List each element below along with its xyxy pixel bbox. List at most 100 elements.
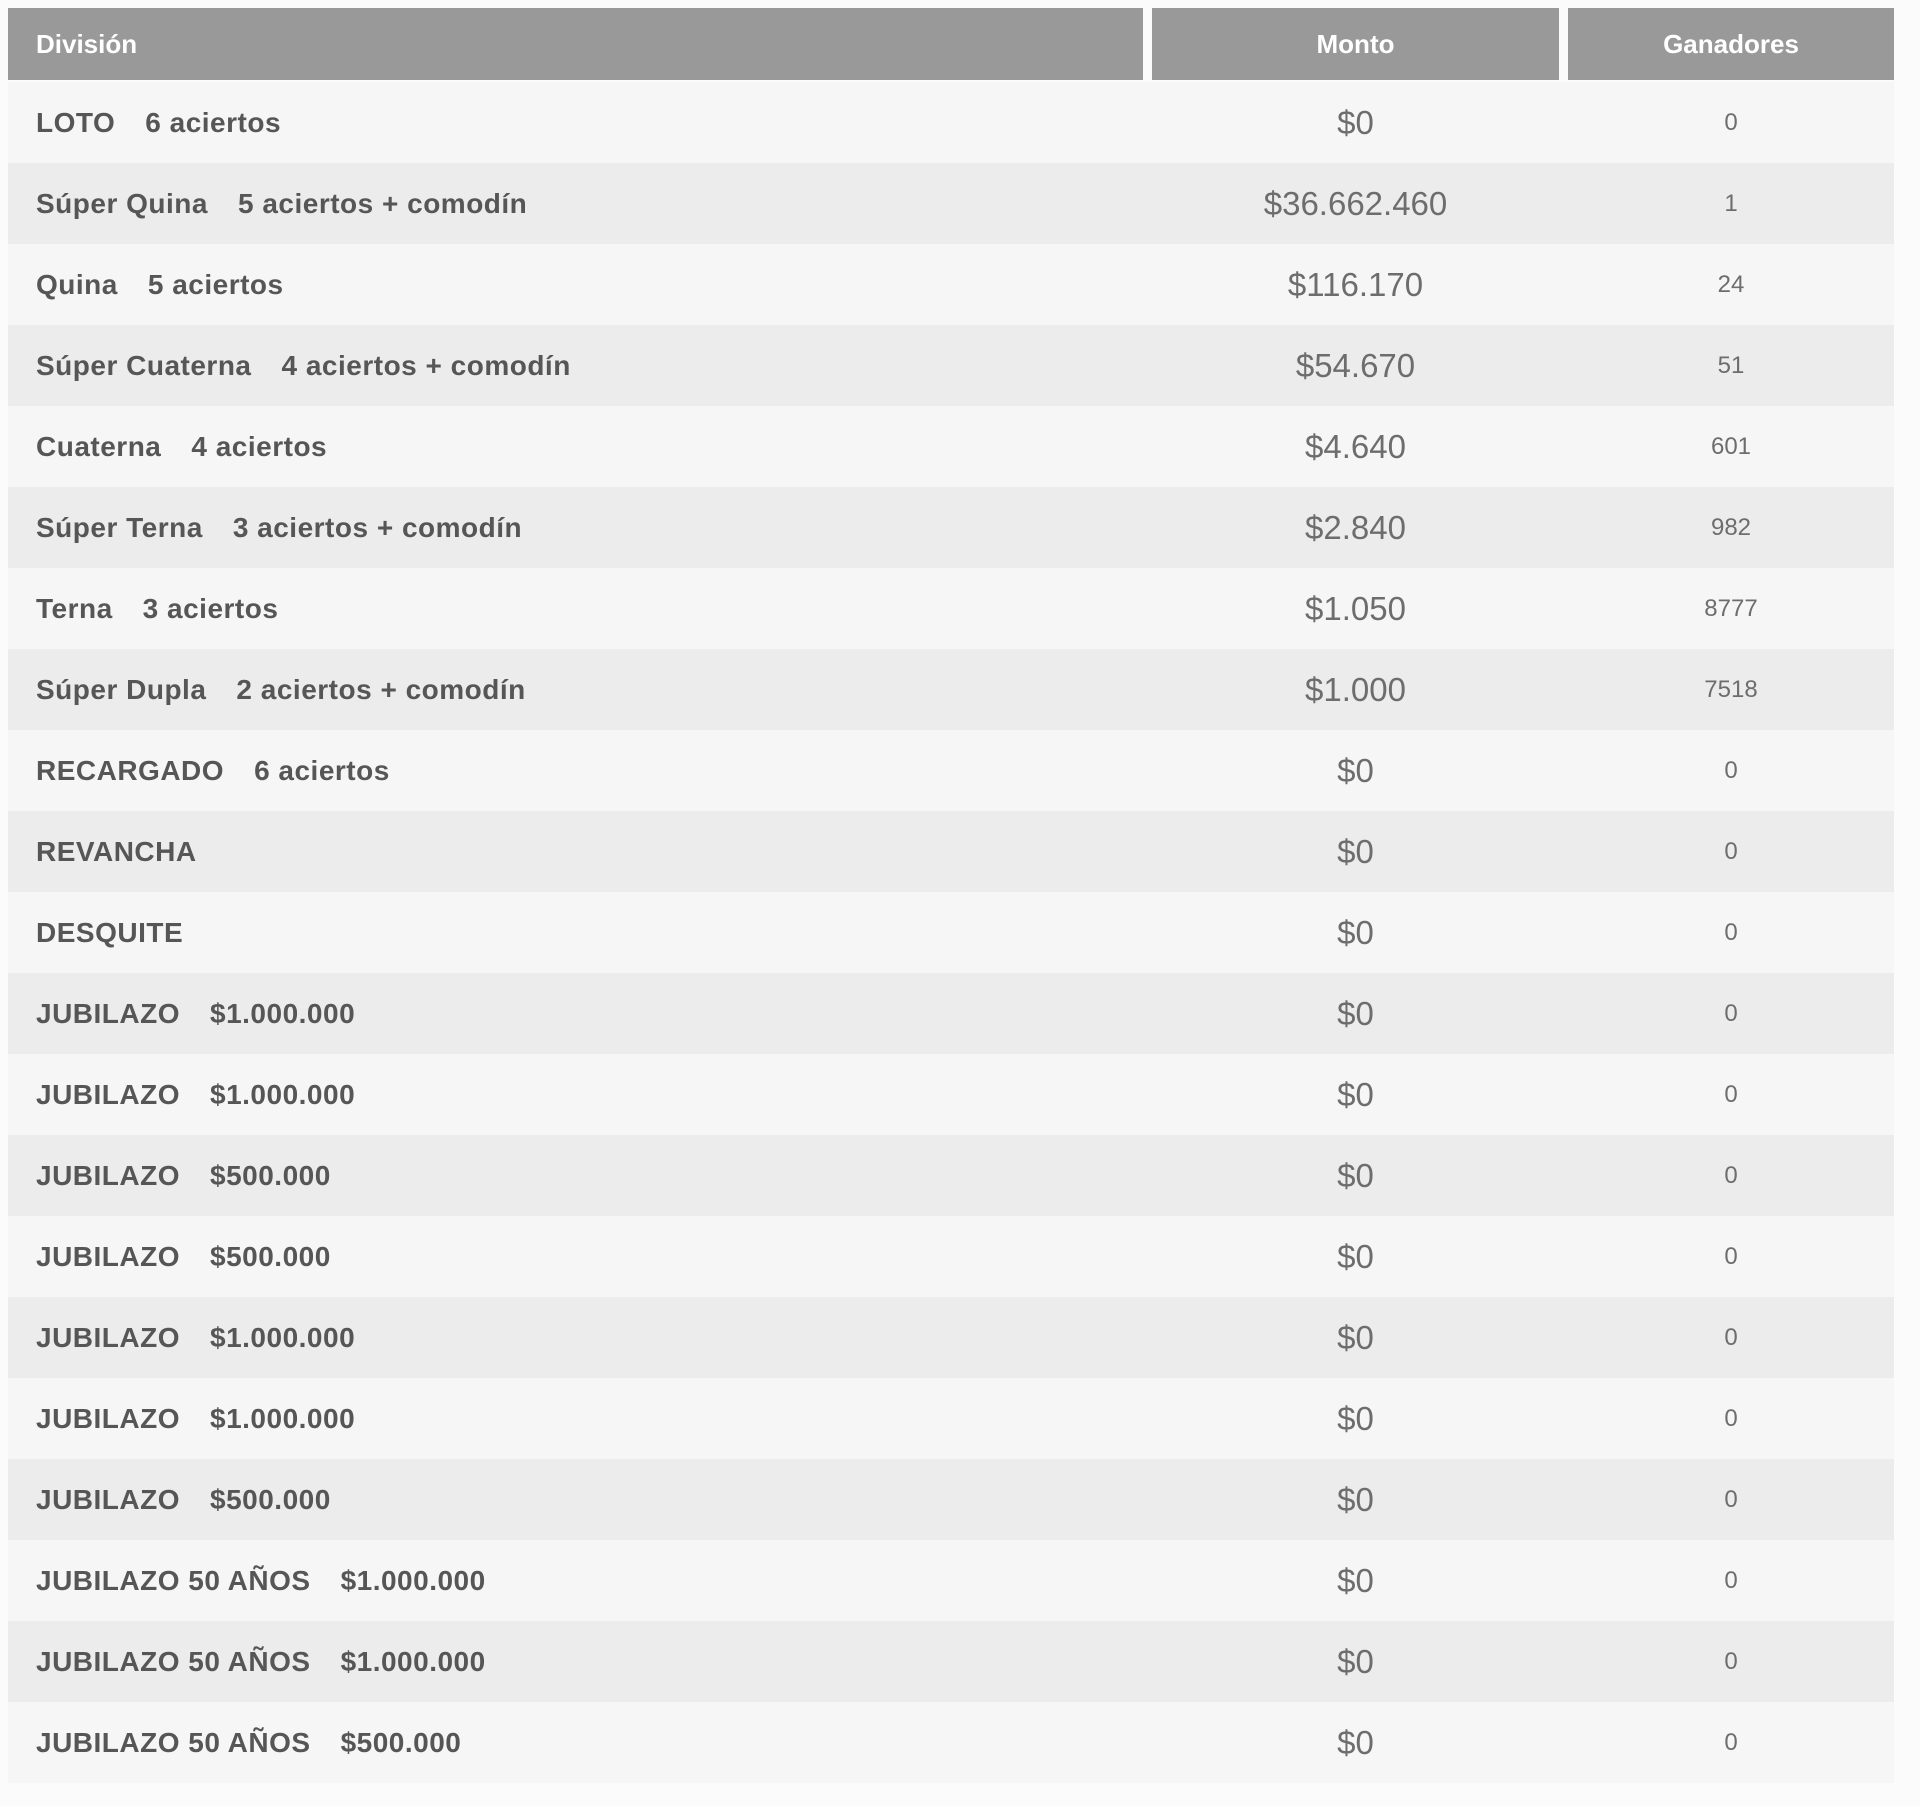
ganadores-value: 0	[1724, 1404, 1738, 1432]
monto-cell: $0	[1152, 1135, 1559, 1216]
table-row: Terna 3 aciertos $1.050 8777	[8, 568, 1894, 649]
division-cell: DESQUITE	[8, 892, 1143, 973]
division-name: LOTO	[36, 106, 116, 138]
division-name: DESQUITE	[36, 916, 184, 948]
table-row: JUBILAZO 50 AÑOS $1.000.000 $0 0	[8, 1621, 1894, 1702]
monto-value: $1.050	[1305, 589, 1406, 627]
division-name: JUBILAZO	[36, 1321, 180, 1353]
division-name: JUBILAZO	[36, 1483, 180, 1515]
table-row: JUBILAZO $500.000 $0 0	[8, 1216, 1894, 1297]
monto-value: $2.840	[1305, 508, 1406, 546]
division-name: Súper Cuaterna	[36, 349, 252, 381]
ganadores-value: 0	[1724, 999, 1738, 1027]
ganadores-value: 0	[1724, 108, 1738, 136]
ganadores-cell: 24	[1568, 244, 1894, 325]
division-detail: $500.000	[340, 1726, 462, 1758]
division-cell: JUBILAZO 50 AÑOS $1.000.000	[8, 1540, 1143, 1621]
division-cell: Súper Dupla 2 aciertos + comodín	[8, 649, 1143, 730]
table-row: Súper Quina 5 aciertos + comodín $36.662…	[8, 163, 1894, 244]
monto-value: $0	[1337, 1156, 1374, 1194]
column-header-monto: Monto	[1152, 8, 1559, 80]
division-detail: 5 aciertos + comodín	[237, 187, 528, 219]
division-detail: $500.000	[210, 1483, 331, 1515]
monto-cell: $0	[1152, 730, 1559, 811]
division-name: Súper Terna	[36, 511, 203, 543]
monto-cell: $0	[1152, 1702, 1559, 1783]
monto-cell: $1.050	[1152, 568, 1559, 649]
ganadores-cell: 7518	[1568, 649, 1894, 730]
monto-value: $0	[1337, 103, 1374, 141]
table-row: REVANCHA $0 0	[8, 811, 1894, 892]
table-row: Súper Terna 3 aciertos + comodín $2.840 …	[8, 487, 1894, 568]
monto-value: $36.662.460	[1263, 184, 1448, 222]
prize-divisions-table: División Monto Ganadores LOTO 6 aciertos…	[8, 8, 1894, 1783]
division-cell: JUBILAZO $1.000.000	[8, 1297, 1143, 1378]
division-detail: 3 aciertos	[142, 592, 279, 624]
division-cell: Terna 3 aciertos	[8, 568, 1143, 649]
monto-cell: $0	[1152, 1378, 1559, 1459]
division-cell: JUBILAZO $1.000.000	[8, 973, 1143, 1054]
ganadores-value: 0	[1724, 1161, 1738, 1189]
monto-value: $0	[1337, 1075, 1374, 1113]
monto-value: $0	[1337, 1561, 1374, 1599]
monto-value: $0	[1337, 1480, 1374, 1518]
monto-value: $0	[1337, 994, 1374, 1032]
division-name: JUBILAZO	[36, 1240, 180, 1272]
ganadores-cell: 601	[1568, 406, 1894, 487]
ganadores-value: 7518	[1704, 675, 1758, 703]
ganadores-cell: 0	[1568, 730, 1894, 811]
ganadores-cell: 0	[1568, 1135, 1894, 1216]
division-cell: Súper Cuaterna 4 aciertos + comodín	[8, 325, 1143, 406]
division-name: Quina	[36, 268, 118, 300]
ganadores-value: 1	[1724, 189, 1738, 217]
division-cell: Quina 5 aciertos	[8, 244, 1143, 325]
division-cell: JUBILAZO $1.000.000	[8, 1378, 1143, 1459]
ganadores-value: 8777	[1704, 594, 1758, 622]
division-cell: JUBILAZO 50 AÑOS $500.000	[8, 1702, 1143, 1783]
monto-value: $0	[1337, 832, 1374, 870]
monto-value: $0	[1337, 751, 1374, 789]
division-name: JUBILAZO 50 AÑOS	[36, 1564, 311, 1596]
ganadores-cell: 0	[1568, 1054, 1894, 1135]
division-name: JUBILAZO	[36, 997, 180, 1029]
ganadores-value: 0	[1724, 756, 1738, 784]
monto-value: $1.000	[1305, 670, 1406, 708]
ganadores-value: 0	[1724, 1728, 1738, 1756]
monto-cell: $1.000	[1152, 649, 1559, 730]
ganadores-cell: 1	[1568, 163, 1894, 244]
ganadores-value: 0	[1724, 1485, 1738, 1513]
monto-value: $0	[1337, 913, 1374, 951]
monto-cell: $54.670	[1152, 325, 1559, 406]
ganadores-value: 601	[1710, 432, 1752, 460]
division-cell: JUBILAZO 50 AÑOS $1.000.000	[8, 1621, 1143, 1702]
monto-value: $54.670	[1295, 346, 1416, 384]
division-name: Súper Quina	[36, 187, 208, 219]
ganadores-value: 0	[1724, 1323, 1738, 1351]
monto-value: $116.170	[1287, 265, 1424, 303]
table-row: LOTO 6 aciertos $0 0	[8, 82, 1894, 163]
table-row: JUBILAZO 50 AÑOS $500.000 $0 0	[8, 1702, 1894, 1783]
division-detail: 5 aciertos	[147, 268, 284, 300]
division-detail: $500.000	[210, 1240, 331, 1272]
division-name: JUBILAZO	[36, 1159, 180, 1191]
monto-cell: $0	[1152, 1216, 1559, 1297]
table-header-row: División Monto Ganadores	[8, 8, 1894, 80]
table-row: Súper Cuaterna 4 aciertos + comodín $54.…	[8, 325, 1894, 406]
column-header-ganadores: Ganadores	[1568, 8, 1894, 80]
division-name: RECARGADO	[36, 754, 225, 786]
table-row: JUBILAZO $500.000 $0 0	[8, 1459, 1894, 1540]
monto-value: $0	[1337, 1237, 1374, 1275]
table-row: DESQUITE $0 0	[8, 892, 1894, 973]
division-cell: Cuaterna 4 aciertos	[8, 406, 1143, 487]
division-cell: JUBILAZO $1.000.000	[8, 1054, 1143, 1135]
monto-cell: $4.640	[1152, 406, 1559, 487]
division-detail: 2 aciertos + comodín	[236, 673, 526, 705]
division-name: Súper Dupla	[36, 673, 207, 705]
ganadores-cell: 8777	[1568, 568, 1894, 649]
monto-cell: $0	[1152, 1540, 1559, 1621]
ganadores-value: 51	[1717, 351, 1745, 379]
ganadores-cell: 0	[1568, 1540, 1894, 1621]
ganadores-value: 0	[1724, 1080, 1738, 1108]
division-detail: 6 aciertos	[254, 754, 390, 786]
division-name: Cuaterna	[36, 430, 162, 462]
